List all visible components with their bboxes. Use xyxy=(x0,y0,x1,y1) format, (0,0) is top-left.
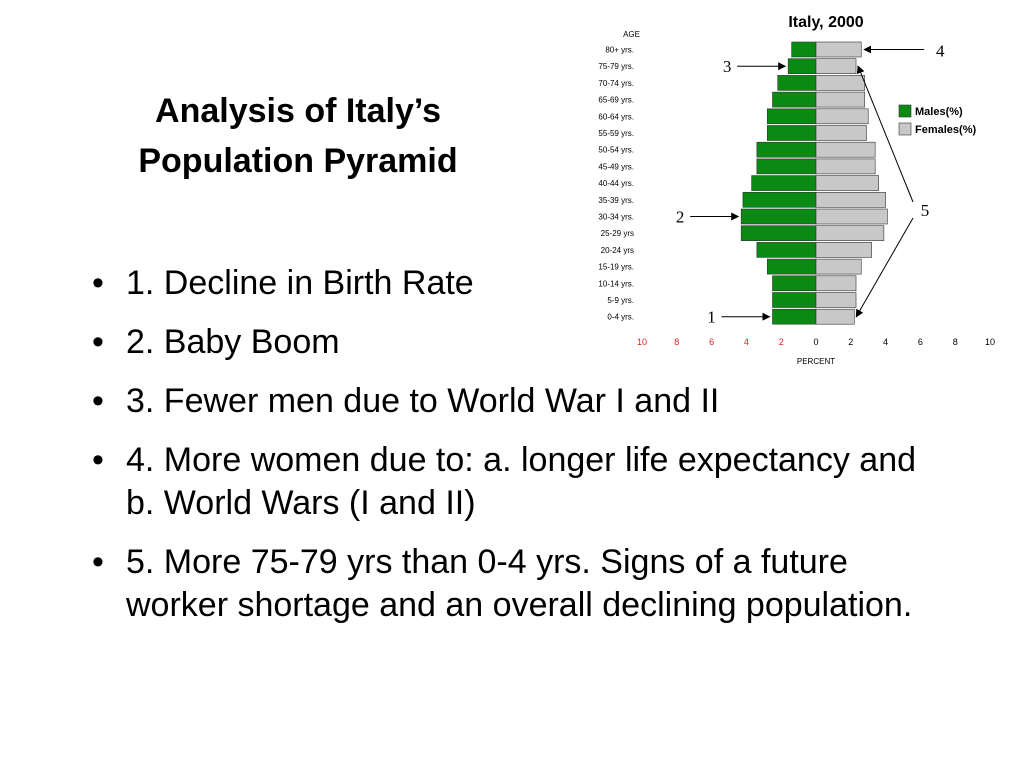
annotation-label: 4 xyxy=(936,42,945,61)
male-bar xyxy=(772,91,817,108)
male-bar xyxy=(751,175,817,191)
bullet-dot: • xyxy=(92,543,104,581)
male-bar xyxy=(766,125,817,141)
bullet-text: 5. More 75-79 yrs than 0-4 yrs. Signs of… xyxy=(126,543,913,624)
annotation-label: 1 xyxy=(707,308,716,327)
legend-swatch xyxy=(898,122,912,136)
annotation-arrow xyxy=(855,217,914,318)
female-bar xyxy=(815,158,876,175)
age-group-label: 25-29 yrs xyxy=(601,229,634,238)
male-bar xyxy=(787,58,817,75)
age-group-label: 30-34 yrs. xyxy=(598,213,634,222)
x-tick-label: 8 xyxy=(953,337,958,347)
bullet-list: • 1. Decline in Birth Rate • 2. Baby Boom … xyxy=(92,262,952,643)
bullet-text: 1. Decline in Birth Rate xyxy=(126,264,474,302)
bullet-item-5: • 5. More 75-79 yrs than 0-4 yrs. Signs o… xyxy=(92,541,952,627)
male-bar xyxy=(756,242,817,258)
female-bar xyxy=(815,91,866,108)
female-bar xyxy=(815,308,855,325)
bullet-dot: • xyxy=(92,382,104,420)
x-tick-label: 2 xyxy=(779,337,784,347)
age-group-label: 60-64 yrs. xyxy=(598,112,634,121)
x-tick-label: 10 xyxy=(985,337,995,347)
male-bar xyxy=(756,158,817,175)
x-tick-label: 0 xyxy=(813,337,818,347)
female-bar xyxy=(815,275,857,292)
female-bar xyxy=(815,258,862,275)
female-bar xyxy=(815,58,857,75)
age-group-label: 10-14 yrs. xyxy=(598,279,634,288)
bullet-dot: • xyxy=(92,441,104,479)
female-bar xyxy=(815,75,866,91)
female-bar xyxy=(815,141,876,158)
x-tick-label: 10 xyxy=(637,337,647,347)
female-bar xyxy=(815,41,862,58)
title-line-1: Analysis of Italy’s xyxy=(155,92,441,130)
x-tick-label: 4 xyxy=(744,337,749,347)
legend-swatch xyxy=(898,104,912,118)
male-bar xyxy=(791,41,817,58)
chart-title: Italy, 2000 xyxy=(788,14,863,31)
slide-title: Analysis of Italy’s Population Pyramid xyxy=(88,86,508,186)
x-tick-label: 6 xyxy=(918,337,923,347)
male-bar xyxy=(766,108,817,125)
age-group-label: 45-49 yrs. xyxy=(598,162,634,171)
male-bar xyxy=(766,258,817,275)
bullet-item-3: • 3. Fewer men due to World War I and II xyxy=(92,380,952,423)
age-group-label: 75-79 yrs. xyxy=(598,62,634,71)
female-bar xyxy=(815,192,886,208)
legend-label: Females(%) xyxy=(915,124,976,136)
female-bar xyxy=(815,175,879,191)
legend-label: Males(%) xyxy=(915,106,963,118)
x-tick-label: 2 xyxy=(848,337,853,347)
age-group-label: 15-19 yrs. xyxy=(598,263,634,272)
female-bar xyxy=(815,125,867,141)
annotation-label: 2 xyxy=(676,208,685,227)
bullet-item-1: • 1. Decline in Birth Rate xyxy=(92,262,952,305)
male-bar xyxy=(740,208,817,225)
age-group-label: 5-9 yrs. xyxy=(607,296,634,305)
x-tick-label: 8 xyxy=(674,337,679,347)
male-bar xyxy=(772,275,817,292)
age-group-label: 0-4 yrs. xyxy=(607,313,634,322)
male-bar xyxy=(740,225,817,241)
annotation-label: 5 xyxy=(921,201,930,220)
male-bar xyxy=(772,308,817,325)
age-group-label: 35-39 yrs. xyxy=(598,196,634,205)
population-pyramid-chart: Italy, 2000 AGE PERCENT 80+ yrs. 75-79 yr… xyxy=(598,14,995,366)
age-group-label: 40-44 yrs. xyxy=(598,179,634,188)
female-bar xyxy=(815,242,872,258)
female-bar xyxy=(815,225,885,241)
y-axis-label: AGE xyxy=(623,30,640,39)
male-bar xyxy=(756,141,817,158)
age-group-label: 80+ yrs. xyxy=(605,46,634,55)
annotation-arrow xyxy=(856,65,914,203)
annotation-label: 3 xyxy=(723,57,732,76)
male-bar xyxy=(772,292,817,308)
male-bar xyxy=(777,75,817,91)
female-bar xyxy=(815,208,888,225)
age-group-label: 65-69 yrs. xyxy=(598,96,634,105)
bullet-item-4: • 4. More women due to: a. longer life ex… xyxy=(92,439,952,525)
male-bar xyxy=(742,192,817,208)
x-tick-label: 6 xyxy=(709,337,714,347)
bullet-text: 3. Fewer men due to World War I and II xyxy=(126,382,720,420)
age-group-label: 70-74 yrs. xyxy=(598,79,634,88)
female-bar xyxy=(815,108,869,125)
bullet-item-2: • 2. Baby Boom xyxy=(92,321,952,364)
x-tick-label: 4 xyxy=(883,337,888,347)
age-group-label: 20-24 yrs xyxy=(601,246,634,255)
bullet-dot: • xyxy=(92,323,104,361)
title-line-2: Population Pyramid xyxy=(138,142,458,180)
female-bar xyxy=(815,292,857,308)
bullet-dot: • xyxy=(92,264,104,302)
age-group-label: 50-54 yrs. xyxy=(598,146,634,155)
x-axis-label: PERCENT xyxy=(797,357,835,366)
bullet-text: 4. More women due to: a. longer life exp… xyxy=(126,441,917,522)
bullet-text: 2. Baby Boom xyxy=(126,323,340,361)
age-group-label: 55-59 yrs. xyxy=(598,129,634,138)
